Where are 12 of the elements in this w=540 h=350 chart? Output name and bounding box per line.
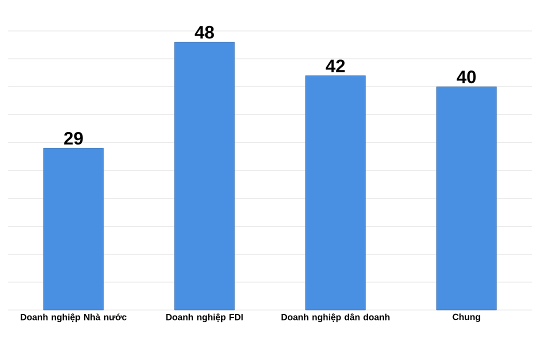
- x-tick-label: Chung: [452, 314, 480, 322]
- data-label: 42: [326, 60, 345, 72]
- bar: [174, 42, 235, 310]
- data-label: 29: [64, 132, 83, 145]
- bar: [436, 86, 497, 310]
- data-label: 40: [456, 70, 476, 84]
- bar: [305, 75, 366, 310]
- bar: [43, 148, 104, 310]
- x-tick-label: Doanh nghiệp FDI: [166, 314, 243, 322]
- data-label: 48: [194, 26, 214, 39]
- x-tick-label: Doanh nghiệp Nhà nước: [20, 314, 126, 322]
- x-tick-label: Doanh nghiệp dân doanh: [282, 314, 390, 322]
